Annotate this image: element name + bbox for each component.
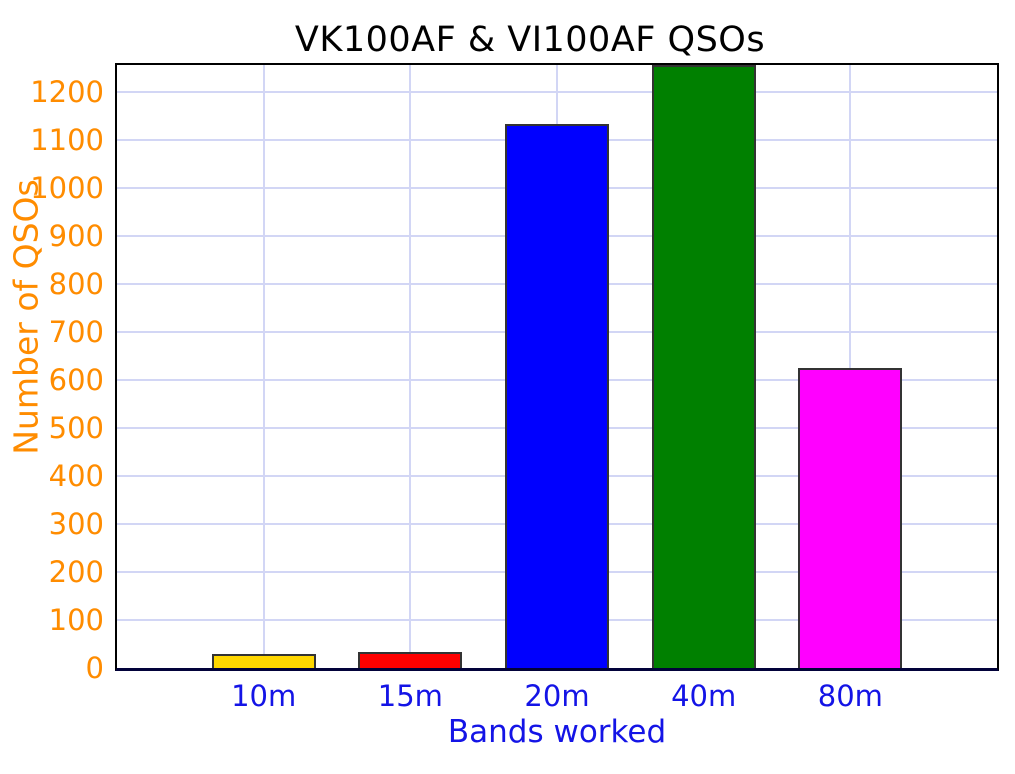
- x-tick-label-10m: 10m: [231, 679, 297, 713]
- y-tick-label-600: 600: [48, 363, 104, 398]
- y-tick-label-400: 400: [48, 459, 104, 494]
- bar-15m: [358, 652, 463, 668]
- x-tick-label-15m: 15m: [377, 679, 443, 713]
- chart-title: VK100AF & VI100AF QSOs: [294, 20, 766, 60]
- bar-10m: [211, 654, 316, 668]
- v-gridline-10m: [262, 65, 265, 668]
- bar-20m: [505, 124, 609, 668]
- bar-80m: [798, 368, 903, 668]
- y-tick-label-1000: 1000: [30, 171, 104, 206]
- y-tick-label-800: 800: [48, 267, 104, 302]
- plot-area: [115, 63, 999, 671]
- bars-layer: [117, 65, 997, 668]
- y-tick-label-200: 200: [48, 555, 104, 590]
- v-gridline-15m: [409, 65, 412, 668]
- x-tick-label-40m: 40m: [671, 679, 737, 713]
- y-tick-label-1100: 1100: [30, 123, 104, 158]
- x-tick-label-20m: 20m: [524, 679, 590, 713]
- y-tick-label-300: 300: [48, 507, 104, 542]
- y-tick-label-1200: 1200: [30, 75, 104, 110]
- v-gridline-80m: [849, 65, 852, 668]
- x-axis-title: Bands worked: [447, 714, 667, 750]
- y-tick-label-0: 0: [85, 651, 104, 685]
- y-tick-label-100: 100: [48, 603, 104, 638]
- y-tick-label-900: 900: [48, 219, 104, 254]
- y-tick-label-700: 700: [48, 315, 104, 350]
- x-tick-label-80m: 80m: [817, 679, 883, 713]
- y-tick-label-500: 500: [48, 411, 104, 446]
- bar-40m: [651, 65, 756, 668]
